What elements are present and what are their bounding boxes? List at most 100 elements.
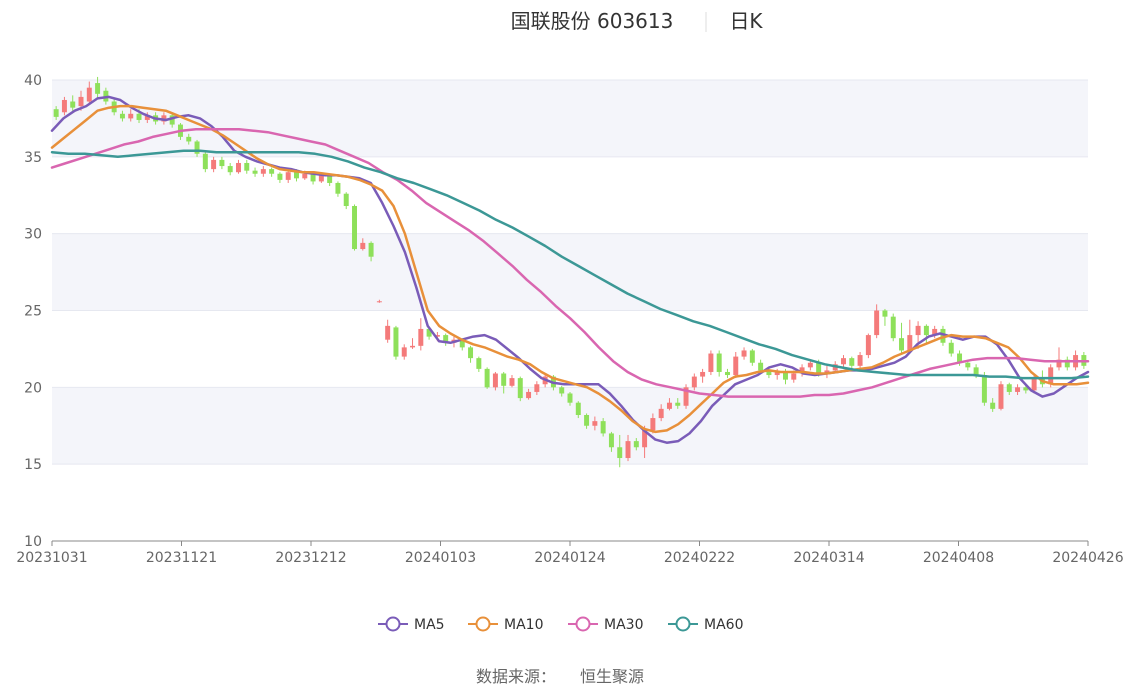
- candle-body: [841, 358, 846, 365]
- series-line-ma60: [50, 149, 1090, 380]
- candle-body: [608, 433, 614, 448]
- x-tick-label: 20231031: [16, 550, 87, 566]
- candle-body: [899, 338, 905, 351]
- candle-body: [86, 87, 92, 102]
- candle-body: [1006, 384, 1012, 392]
- candle-body: [269, 169, 275, 174]
- y-tick-label: 35: [24, 150, 42, 166]
- candle-body: [981, 375, 987, 403]
- x-axis: 20231031 20231121 20231212 20240103 20240124…: [16, 540, 1124, 566]
- candle-body: [1031, 378, 1037, 391]
- candle-body: [675, 402, 681, 406]
- candle-body: [53, 109, 59, 117]
- candle-body: [401, 347, 407, 357]
- candle-body: [774, 371, 780, 376]
- candle-body: [708, 353, 714, 372]
- candle-body: [227, 166, 233, 173]
- x-tick-label: 20231212: [275, 550, 346, 566]
- legend-label: MA60: [704, 617, 743, 633]
- candle-body: [907, 335, 913, 351]
- x-tick-label: 20240124: [534, 550, 605, 566]
- candle-body: [617, 447, 623, 459]
- candle-body: [923, 325, 929, 336]
- candle-body: [501, 373, 507, 386]
- candle-body: [418, 328, 424, 346]
- x-tick-label: 20231121: [146, 550, 217, 566]
- candle-body: [998, 384, 1004, 409]
- candle-body: [1064, 359, 1070, 368]
- candle-body: [526, 391, 532, 399]
- series-line-ma10: [50, 104, 1090, 434]
- candle-body: [410, 345, 416, 348]
- candle-body: [70, 101, 76, 108]
- candle-body: [327, 175, 333, 183]
- chart-subtitle: 日K: [729, 9, 763, 33]
- candle-body: [509, 378, 515, 386]
- candle-body: [990, 402, 996, 409]
- legend-marker-icon: [475, 616, 491, 632]
- y-tick-label: 25: [24, 304, 42, 320]
- candle-body: [700, 371, 706, 377]
- candle-body: [592, 421, 598, 426]
- legend-label: MA5: [414, 617, 445, 633]
- candle-body: [741, 350, 747, 357]
- candle-body: [169, 115, 175, 125]
- legend: MA5 MA10 MA30 MA60: [378, 616, 743, 633]
- candle-body: [559, 387, 565, 394]
- candle-body: [724, 371, 730, 376]
- candle-body: [749, 350, 755, 363]
- candle-body: [890, 316, 896, 339]
- candle-body: [459, 339, 465, 348]
- candle-body: [882, 310, 888, 317]
- candle-body: [807, 362, 813, 368]
- candle-body: [534, 384, 540, 392]
- candle-body: [360, 242, 366, 250]
- candle-body: [625, 441, 631, 459]
- candle-body: [874, 310, 880, 336]
- chart-title: 国联股份 603613: [511, 9, 674, 33]
- candlesticks: [53, 76, 1087, 468]
- candle-body: [948, 342, 954, 354]
- y-tick-label: 30: [24, 227, 42, 243]
- x-tick-label: 20240103: [405, 550, 476, 566]
- candle-body: [816, 362, 822, 374]
- candle-body: [434, 335, 440, 337]
- candle-body: [633, 441, 639, 448]
- candle-body: [235, 162, 241, 173]
- candle-body: [1023, 387, 1029, 391]
- candle-body: [443, 335, 449, 343]
- candle-body: [683, 387, 689, 406]
- candle-body: [194, 141, 200, 154]
- legend-label: MA30: [604, 617, 643, 633]
- candle-body: [128, 113, 134, 119]
- candle-body: [302, 173, 308, 179]
- candle-body: [144, 115, 150, 120]
- x-tick-label: 20240222: [664, 550, 735, 566]
- candle-body: [468, 347, 474, 359]
- candle-body: [476, 358, 482, 369]
- grid-band: [52, 80, 1088, 157]
- candle-body: [716, 353, 722, 372]
- candle-body: [352, 206, 357, 250]
- candle-body: [758, 362, 764, 371]
- candle-body: [136, 113, 142, 120]
- y-tick-label: 40: [24, 73, 42, 89]
- candle-body: [650, 418, 656, 431]
- candle-body: [318, 175, 324, 182]
- candle-body: [426, 328, 432, 337]
- candle-body: [973, 367, 979, 376]
- candle-body: [517, 378, 523, 399]
- candle-body: [260, 169, 266, 174]
- series-line-ma5: [50, 95, 1090, 444]
- candle-body: [1056, 359, 1062, 368]
- candle-body: [1048, 367, 1054, 385]
- candle-body: [799, 367, 805, 374]
- candle-body: [865, 335, 871, 356]
- candle-body: [766, 370, 772, 376]
- candle-body: [642, 430, 648, 448]
- candle-body: [393, 327, 399, 357]
- y-tick-label: 10: [24, 534, 42, 550]
- x-tick-label: 20240408: [923, 550, 994, 566]
- candle-body: [335, 182, 341, 194]
- source-label: 数据来源：: [476, 667, 556, 686]
